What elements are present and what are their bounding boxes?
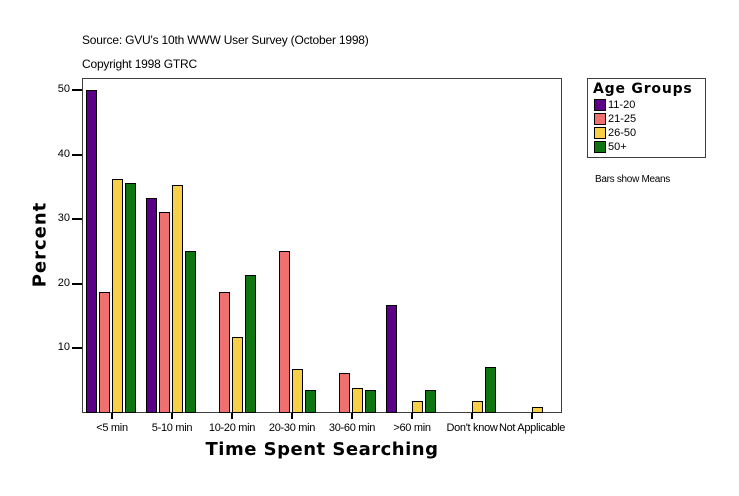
y-tick-label: 30 [57,212,70,224]
x-tick-label: 30-60 min [328,422,376,434]
x-tick [351,413,353,419]
bar [425,390,436,413]
x-axis-title: Time Spent Searching [205,439,439,460]
bar [412,401,423,413]
legend-label: 50+ [608,141,627,153]
x-tick-label: >60 min [393,422,431,434]
x-tick [171,413,173,419]
legend-label: 11-20 [608,99,636,111]
y-tick [72,218,82,220]
bar [219,292,230,413]
y-tick [72,283,82,285]
legend-swatch [594,141,606,153]
bar [485,367,496,413]
bar [365,390,376,413]
y-tick-label: 20 [57,277,70,289]
bar [159,212,170,413]
y-tick-label: 40 [57,148,70,160]
bar [185,251,196,413]
legend-title: Age Groups [593,81,693,97]
y-tick-label: 10 [57,341,70,353]
bar [532,407,543,413]
legend-swatch [594,99,606,111]
y-tick-label: 50 [57,83,70,95]
legend-swatch [594,127,606,139]
x-tick [471,413,473,419]
plot-area [82,78,562,413]
x-tick-label: 10-20 min [208,422,256,434]
legend: Age Groups 11-20 21-25 26-50 50+ [587,78,706,158]
x-tick-label: <5 min [96,422,128,434]
bar [86,90,97,413]
source-caption: Source: GVU's 10th WWW User Survey (Octo… [82,33,369,47]
y-tick [72,89,82,91]
legend-item-26-50: 26-50 [594,127,636,140]
x-tick [231,413,233,419]
x-tick-label: Not Applicable [498,422,566,434]
x-tick-label: 20-30 min [268,422,316,434]
bar [292,369,303,413]
bar [146,198,157,413]
x-tick [111,413,113,419]
y-tick [72,154,82,156]
bar [112,179,123,413]
bar [172,185,183,413]
bars-show-means-note: Bars show Means [595,174,670,185]
bar [99,292,110,413]
legend-swatch [594,113,606,125]
legend-label: 26-50 [608,127,637,139]
bar [339,373,350,413]
y-tick [72,347,82,349]
legend-item-11-20: 11-20 [594,99,635,112]
legend-item-21-25: 21-25 [594,113,636,126]
bar [472,401,483,413]
legend-item-50plus: 50+ [594,141,627,154]
bar [125,183,136,413]
x-tick [291,413,293,419]
copyright-caption: Copyright 1998 GTRC [82,57,197,71]
x-tick-label: Don't know [446,422,498,434]
bar [245,275,256,413]
bar [232,337,243,413]
x-tick [531,413,533,419]
x-tick [411,413,413,419]
bar [279,251,290,413]
y-axis-title: Percent [29,201,51,288]
bar [305,390,316,413]
bar [352,388,363,413]
legend-label: 21-25 [608,113,637,125]
x-tick-label: 5-10 min [151,422,193,434]
bar [386,305,397,413]
